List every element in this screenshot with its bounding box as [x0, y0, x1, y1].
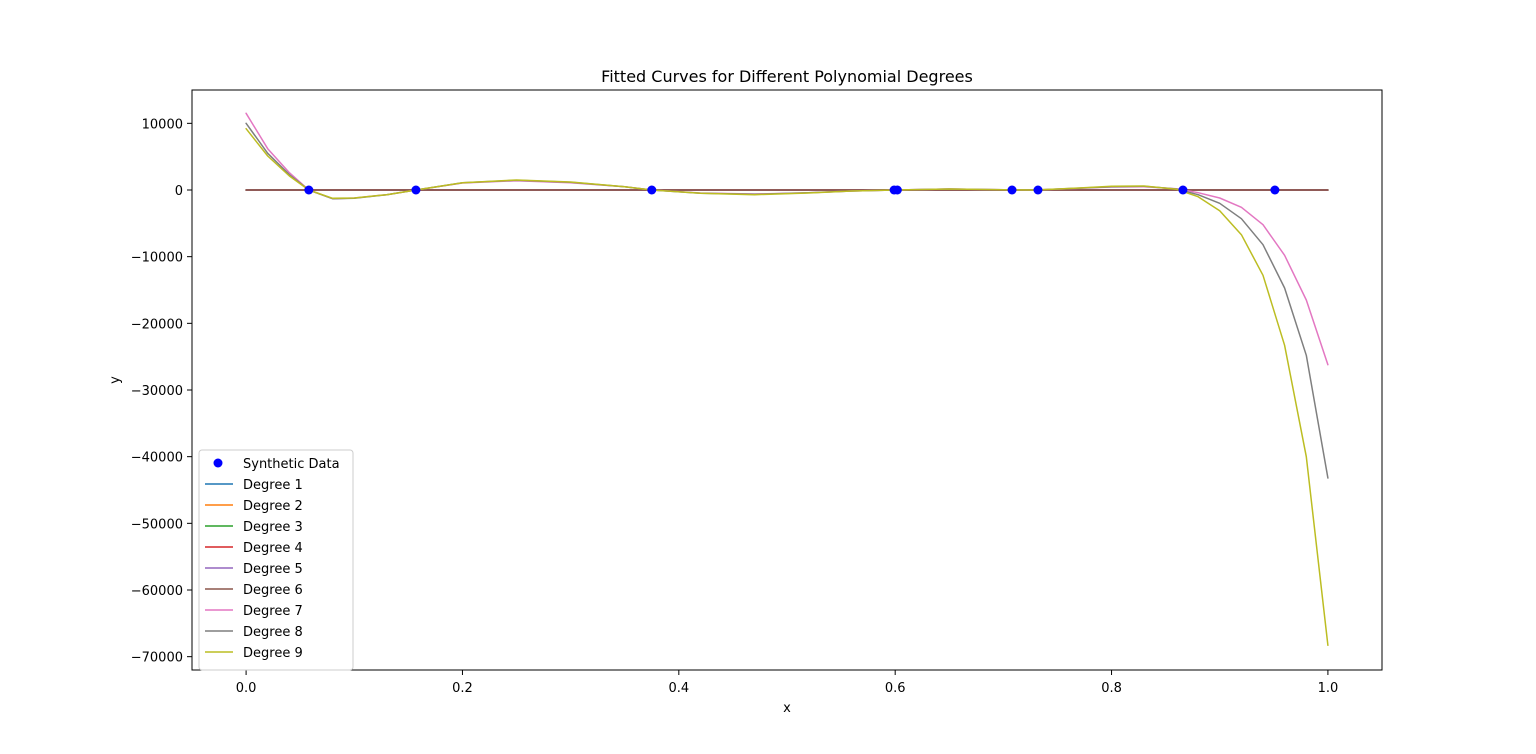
x-axis-label: x: [783, 701, 791, 716]
y-tick-label: −20000: [131, 317, 183, 332]
x-tick-label: 0.6: [885, 681, 906, 696]
data-point: [411, 185, 421, 195]
legend: Synthetic Data Degree 1 Degree 2 Degree 3 De…: [198, 449, 354, 671]
legend-label-degree-2: Degree 2: [243, 499, 303, 514]
legend-box: [198, 449, 354, 671]
legend-label-degree-8: Degree 8: [243, 625, 303, 640]
y-tick-label: −60000: [131, 584, 183, 599]
y-axis-label: y: [108, 376, 123, 384]
y-tick-label: 10000: [142, 117, 183, 132]
data-point: [1178, 185, 1188, 195]
chart-title: Fitted Curves for Different Polynomial D…: [601, 67, 973, 86]
legend-label-degree-3: Degree 3: [243, 520, 303, 535]
legend-label-degree-7: Degree 7: [243, 604, 303, 619]
plot-area: [191, 89, 1383, 671]
x-tick-label: 0.0: [236, 681, 257, 696]
legend-label-degree-1: Degree 1: [243, 478, 303, 493]
axes-frame: [191, 89, 1383, 671]
legend-label-degree-5: Degree 5: [243, 562, 303, 577]
legend-label-synthetic-data: Synthetic Data: [243, 457, 340, 472]
y-tick-label: 0: [175, 184, 183, 199]
data-point: [647, 185, 657, 195]
x-axis-ticks: 0.0 0.2 0.4 0.6 0.8 1.0: [236, 670, 1339, 696]
y-tick-label: −10000: [131, 251, 183, 266]
x-tick-label: 0.2: [452, 681, 473, 696]
y-tick-label: −40000: [131, 451, 183, 466]
legend-label-degree-4: Degree 4: [243, 541, 303, 556]
y-tick-label: −50000: [131, 517, 183, 532]
y-axis-ticks: 10000 0 −10000 −20000 −30000 −40000 −50000 −600…: [131, 117, 192, 666]
x-tick-label: 1.0: [1318, 681, 1339, 696]
series-line-degree-9: [245, 127, 1329, 647]
x-tick-label: 0.8: [1101, 681, 1122, 696]
data-point: [1007, 185, 1017, 195]
legend-marker-synthetic-data: [213, 458, 223, 468]
legend-label-degree-9: Degree 9: [243, 646, 303, 661]
data-point: [892, 185, 902, 195]
series-layer: [245, 112, 1329, 647]
y-tick-label: −30000: [131, 384, 183, 399]
y-tick-label: −70000: [131, 651, 183, 666]
data-point: [304, 185, 314, 195]
scatter-layer: [304, 185, 1280, 195]
x-tick-label: 0.4: [668, 681, 689, 696]
data-point: [1270, 185, 1280, 195]
legend-label-degree-6: Degree 6: [243, 583, 303, 598]
data-point: [1033, 185, 1043, 195]
